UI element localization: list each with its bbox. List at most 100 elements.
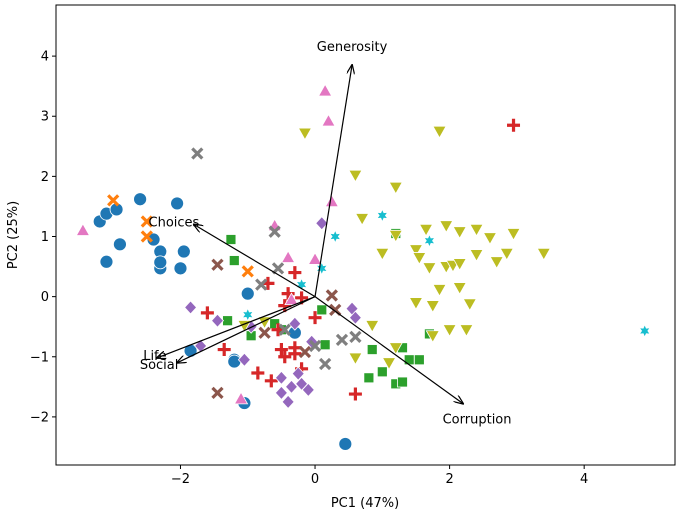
data-point: [425, 330, 440, 344]
data-point: [297, 127, 313, 141]
data-point: [99, 254, 114, 269]
data-point: [381, 357, 397, 371]
data-point: [452, 282, 467, 295]
data-point: [388, 229, 403, 243]
data-point: [536, 247, 551, 261]
data-point: [146, 232, 161, 247]
data-point: [278, 350, 292, 364]
data-point: [452, 226, 467, 240]
data-point: [274, 385, 288, 400]
data-point: [225, 234, 237, 245]
y-tick-label: 2: [41, 170, 49, 185]
plot-background: [56, 5, 675, 465]
data-point: [459, 324, 474, 338]
data-point: [469, 223, 484, 237]
data-point: [489, 256, 504, 270]
data-point: [325, 289, 338, 302]
data-point: [153, 255, 168, 270]
y-tick-label: −2: [30, 410, 49, 425]
loading-arrow: [194, 224, 316, 298]
data-point: [412, 252, 427, 265]
data-point: [318, 357, 332, 371]
data-point: [211, 386, 224, 399]
data-point: [423, 233, 436, 248]
data-point: [241, 307, 254, 322]
data-point: [307, 252, 323, 265]
data-point: [284, 292, 299, 306]
data-point: [507, 118, 521, 132]
loading-arrow: [177, 296, 316, 363]
data-point: [278, 299, 292, 313]
data-point: [251, 366, 265, 380]
loading-label: Generosity: [317, 40, 388, 55]
data-point: [228, 255, 240, 266]
loading-arrow: [157, 296, 316, 358]
data-point: [469, 249, 484, 262]
data-point: [365, 320, 380, 333]
plot-frame: [55, 4, 676, 466]
data-point: [258, 326, 271, 339]
data-point: [376, 366, 388, 378]
data-point: [422, 262, 437, 276]
data-point: [271, 262, 285, 275]
data-point: [375, 247, 390, 261]
data-point: [274, 370, 288, 385]
x-tick-label: 0: [311, 472, 319, 487]
data-point: [403, 354, 415, 366]
y-axis-title: PC2 (25%): [6, 201, 21, 269]
data-point: [348, 310, 362, 325]
data-point: [432, 284, 447, 297]
data-point: [140, 230, 153, 243]
loading-label: Corruption: [443, 413, 512, 428]
data-point: [170, 196, 185, 211]
data-point: [284, 379, 299, 394]
data-point: [280, 250, 296, 263]
data-point: [482, 232, 498, 246]
loading-label: Life: [143, 349, 166, 364]
axis-ticks: −2 0 2 4 −2 −1 0 1 2 3 4: [30, 50, 588, 487]
data-point: [324, 194, 340, 208]
data-point: [113, 237, 127, 252]
data-point: [278, 323, 291, 336]
data-point: [308, 311, 322, 325]
data-point: [176, 244, 191, 259]
data-point: [274, 343, 288, 357]
data-point: [408, 297, 424, 310]
loading-arrow: [314, 65, 352, 297]
data-point: [413, 354, 425, 366]
data-point: [335, 333, 349, 347]
data-point: [227, 354, 242, 369]
data-point: [308, 339, 322, 353]
x-tick-label: −2: [171, 472, 190, 487]
data-point: [397, 376, 408, 388]
data-point: [432, 125, 447, 139]
data-point: [425, 300, 440, 313]
loading-label: Social: [140, 358, 179, 373]
data-point: [210, 313, 225, 328]
y-tick-label: 0: [41, 290, 49, 305]
data-point: [240, 286, 255, 301]
data-point: [439, 220, 454, 233]
data-point: [638, 324, 651, 338]
data-point: [376, 208, 389, 223]
data-point: [281, 287, 295, 301]
data-point: [321, 113, 336, 127]
data-point: [217, 343, 231, 357]
data-point: [408, 244, 424, 258]
data-point: [319, 339, 331, 351]
data-point: [462, 298, 477, 312]
data-point: [288, 266, 302, 280]
data-point: [354, 213, 370, 226]
data-point: [348, 387, 362, 401]
x-axis-title: PC1 (47%): [331, 496, 399, 511]
data-point: [418, 223, 434, 237]
data-point: [140, 215, 153, 228]
data-point: [315, 216, 329, 231]
data-point: [268, 225, 281, 238]
data-point: [442, 324, 457, 338]
data-point: [298, 345, 312, 359]
data-point: [388, 342, 403, 356]
data-point: [349, 330, 362, 344]
